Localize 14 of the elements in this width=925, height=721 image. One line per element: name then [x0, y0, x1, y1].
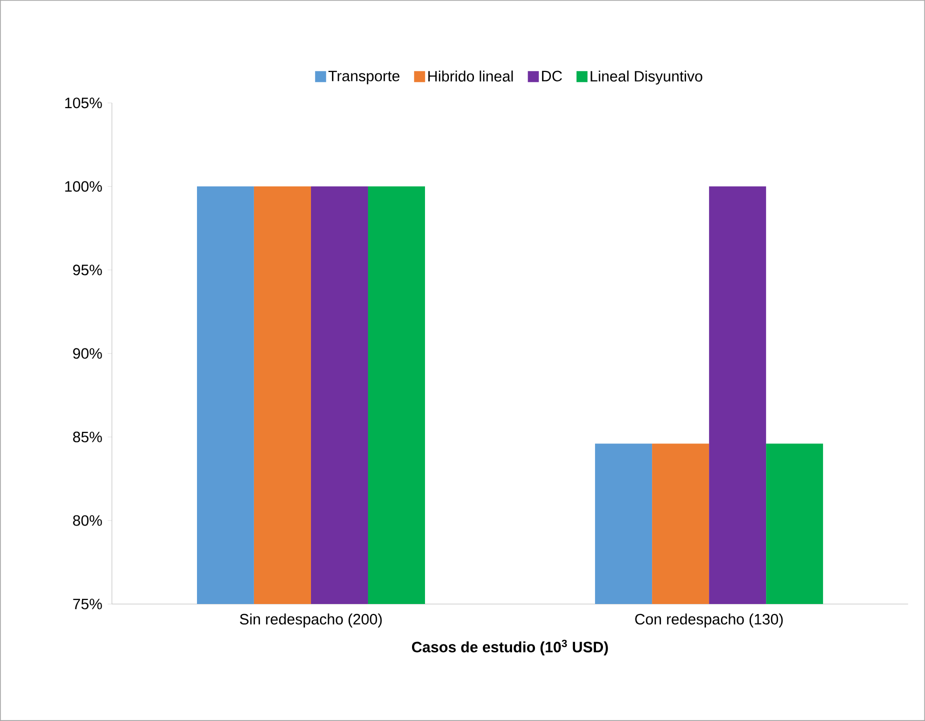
y-tick-label: 105%: [65, 98, 102, 108]
y-tick-label: 95%: [73, 264, 102, 276]
legend-label: DC: [542, 70, 562, 82]
y-tick-label: 80%: [73, 515, 102, 526]
text: Casos de estudio (10$^{3}$ USD): [412, 640, 608, 656]
y-tick-label: 75%: [73, 598, 102, 610]
legend-label: Hibrido lineal: [428, 70, 513, 82]
legend-label: Transporte: [328, 70, 400, 84]
y-tick-label: 100%: [65, 181, 102, 192]
legend-label: Lineal Disyuntivo: [590, 70, 702, 85]
x-tick-label: Con redespacho (130): [635, 614, 783, 628]
x-tick-label: Sin redespacho (200): [240, 614, 382, 628]
y-tick-label: 90%: [73, 348, 102, 359]
y-tick-label: 85%: [73, 432, 102, 442]
